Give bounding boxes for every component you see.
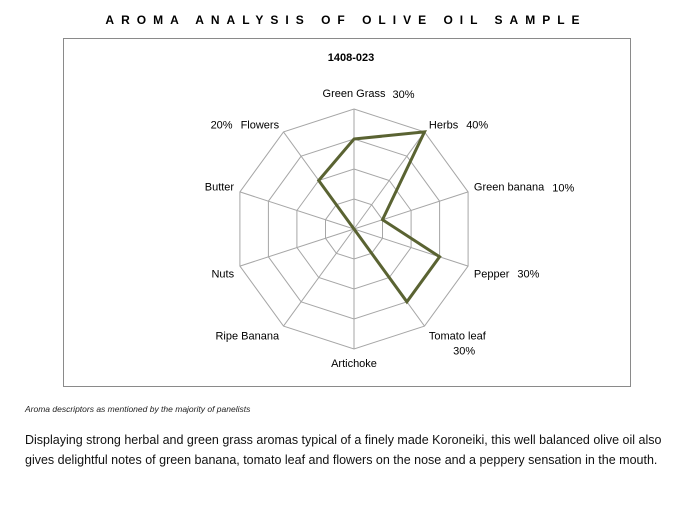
value-label: 30%: [393, 89, 415, 101]
value-label: 40%: [466, 120, 488, 132]
grid-spoke: [239, 228, 355, 267]
category-label: Butter: [205, 182, 235, 194]
chart-title: 1408-023: [328, 52, 375, 64]
grid-spoke: [353, 191, 469, 230]
category-label: Tomato leaf: [429, 330, 487, 342]
footnote: Aroma descriptors as mentioned by the ma…: [25, 404, 251, 414]
chart-frame: 1408-023 Green Grass 30% Herbs 40% Green ban…: [63, 38, 631, 387]
grid-spoke: [239, 191, 355, 230]
category-label: Nuts: [211, 268, 234, 280]
category-label: Herbs: [429, 120, 459, 132]
category-label: Pepper: [474, 268, 510, 280]
grid-spoke: [353, 228, 469, 267]
category-label: Ripe Banana: [215, 330, 279, 342]
page-title: AROMA ANALYSIS OF OLIVE OIL SAMPLE: [105, 13, 587, 27]
category-label: Flowers: [241, 120, 280, 132]
grid-spoke: [353, 131, 425, 230]
grid-spoke: [283, 228, 355, 327]
category-label: Green banana: [474, 182, 545, 194]
value-label: 10%: [552, 183, 574, 195]
description-text: Displaying strong herbal and green grass…: [25, 433, 662, 467]
value-label: 20%: [211, 120, 233, 132]
value-label: 30%: [517, 268, 539, 280]
radar-chart: 1408-023 Green Grass 30% Herbs 40% Green ban…: [205, 52, 575, 370]
series-line: [316, 130, 442, 305]
category-label: Green Grass: [323, 88, 386, 100]
category-label: Artichoke: [331, 358, 377, 370]
value-label: 30%: [453, 345, 475, 357]
